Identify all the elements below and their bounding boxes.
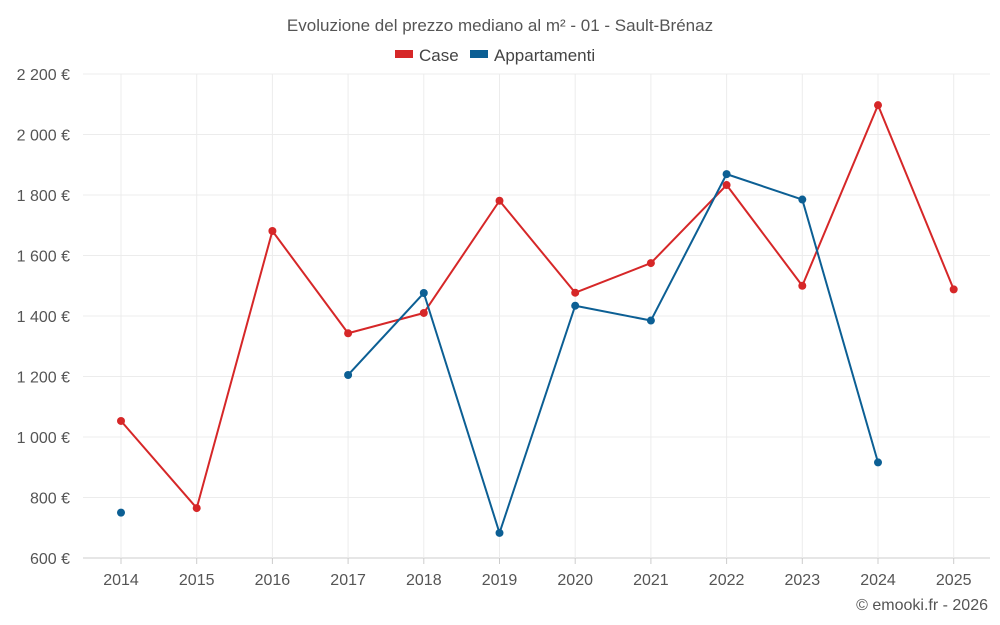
data-point-case[interactable] [344,329,353,338]
data-point-case[interactable] [419,308,428,317]
x-tick-label: 2023 [785,572,821,589]
y-tick-label: 1 800 € [17,188,70,205]
x-tick-label: 2014 [103,572,139,589]
data-point-case[interactable] [949,285,958,294]
grid [83,73,990,559]
data-point-case[interactable] [722,181,731,190]
credit-text: © emooki.fr - 2026 [856,597,988,614]
x-tick-label: 2015 [179,572,215,589]
x-tick-label: 2017 [330,572,366,589]
x-tick-label: 2025 [936,572,972,589]
data-point-case[interactable] [192,504,201,513]
legend-swatch-appartamenti [470,50,488,58]
data-point-appartamenti[interactable] [117,508,125,517]
y-tick-label: 1 600 € [17,249,70,266]
legend-label-appartamenti: Appartamenti [494,46,595,65]
y-tick-label: 1 400 € [17,309,70,326]
data-point-appartamenti[interactable] [874,458,882,467]
chart-title: Evoluzione del prezzo mediano al m² - 01… [287,16,713,35]
legend: Case Appartamenti [395,46,595,65]
data-point-case[interactable] [117,416,125,425]
data-point-case[interactable] [874,101,882,110]
x-tick-label: 2019 [482,572,518,589]
y-tick-label: 2 000 € [17,128,70,145]
series [117,101,958,537]
series-line-appartamenti [347,173,879,534]
x-axis-ticks: 2014 2015 2016 2017 2018 2019 2020 2021 2022 2023… [103,558,972,589]
data-point-appartamenti[interactable] [495,528,504,537]
x-tick-label: 2020 [557,572,593,589]
x-tick-label: 2024 [860,572,896,589]
x-tick-label: 2016 [255,572,291,589]
data-point-case[interactable] [495,196,504,205]
x-tick-label: 2021 [633,572,669,589]
y-tick-label: 2 200 € [17,67,70,84]
legend-swatch-case [395,50,413,58]
data-point-appartamenti[interactable] [419,289,428,298]
x-tick-label: 2018 [406,572,442,589]
series-line-case [120,104,955,510]
x-tick-label: 2022 [709,572,745,589]
data-point-appartamenti[interactable] [344,370,353,379]
data-point-case[interactable] [646,259,655,268]
y-tick-label: 600 € [30,551,70,568]
data-point-appartamenti[interactable] [798,195,807,204]
data-point-case[interactable] [571,288,580,297]
legend-item-appartamenti[interactable]: Appartamenti [470,46,595,65]
series-appartamenti [117,170,882,537]
y-tick-label: 800 € [30,491,70,508]
legend-label-case: Case [419,46,459,65]
y-tick-label: 1 000 € [17,430,70,447]
data-point-appartamenti[interactable] [646,316,655,325]
data-point-case[interactable] [268,226,277,235]
data-point-appartamenti[interactable] [722,170,731,179]
series-case [117,101,958,513]
data-point-appartamenti[interactable] [571,301,580,310]
legend-item-case[interactable]: Case [395,46,459,65]
data-point-case[interactable] [798,281,807,290]
y-tick-label: 1 200 € [17,370,70,387]
y-axis-ticks: 600 € 800 € 1 000 € 1 200 € 1 400 € 1 600 € 1 … [17,67,70,568]
